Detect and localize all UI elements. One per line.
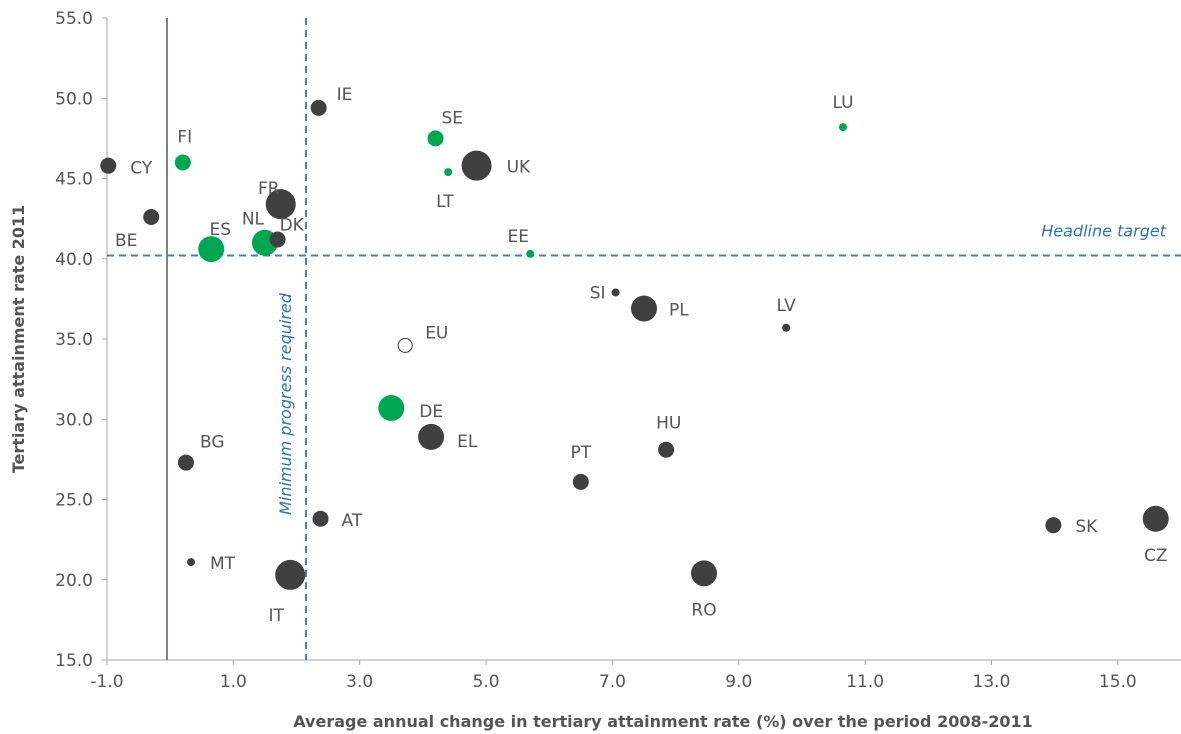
point-hu bbox=[658, 441, 675, 458]
x-tick-label: 11.0 bbox=[846, 672, 884, 692]
point-label-se: SE bbox=[442, 108, 464, 128]
y-tick-labels: 15.0 20.0 25.0 30.0 35.0 40.0 45.0 50.0 55.0 bbox=[55, 9, 107, 671]
point-bg bbox=[177, 454, 194, 471]
point-label-cz: CZ bbox=[1144, 546, 1168, 566]
y-tick-label: 25.0 bbox=[55, 491, 93, 511]
y-tick-label: 35.0 bbox=[55, 330, 93, 350]
point-it bbox=[275, 559, 306, 590]
y-tick-label: 55.0 bbox=[55, 9, 93, 29]
x-tick-label: 13.0 bbox=[973, 672, 1011, 692]
point-be bbox=[143, 209, 160, 226]
point-label-lv: LV bbox=[777, 296, 797, 316]
point-es bbox=[198, 236, 225, 263]
x-tick-label: 7.0 bbox=[599, 672, 626, 692]
point-label-si: SI bbox=[590, 283, 606, 303]
point-ee bbox=[526, 249, 535, 258]
point-label-sk: SK bbox=[1075, 517, 1098, 537]
point-lt bbox=[444, 168, 453, 177]
x-tick-label: -1.0 bbox=[90, 672, 123, 692]
point-label-lu: LU bbox=[832, 93, 853, 113]
point-label-cy: CY bbox=[130, 159, 153, 179]
x-tick-label: 15.0 bbox=[1099, 672, 1137, 692]
point-label-bg: BG bbox=[200, 433, 225, 453]
x-tick-label: 5.0 bbox=[473, 672, 500, 692]
point-fi bbox=[174, 154, 191, 171]
point-sk bbox=[1045, 517, 1062, 534]
point-label-be: BE bbox=[115, 231, 137, 251]
y-tick-label: 45.0 bbox=[55, 170, 93, 190]
point-fr bbox=[265, 189, 296, 220]
point-label-nl: NL bbox=[242, 210, 265, 230]
point-label-eu: EU bbox=[425, 323, 448, 343]
y-tick-label: 30.0 bbox=[55, 410, 93, 430]
point-pt bbox=[572, 473, 589, 490]
point-label-mt: MT bbox=[210, 554, 236, 574]
x-tick-label: 3.0 bbox=[346, 672, 373, 692]
point-mt bbox=[187, 558, 196, 567]
point-label-fr: FR bbox=[258, 179, 280, 199]
data-points bbox=[100, 99, 1169, 590]
point-label-ro: RO bbox=[691, 600, 716, 620]
point-label-pl: PL bbox=[669, 301, 689, 321]
point-label-at: AT bbox=[342, 511, 363, 531]
x-axis-title: Average annual change in tertiary attain… bbox=[293, 712, 1033, 731]
point-label-dk: DK bbox=[280, 215, 305, 235]
point-label-lt: LT bbox=[436, 192, 454, 212]
point-label-fi: FI bbox=[177, 127, 192, 147]
point-dk bbox=[269, 231, 286, 248]
point-ie bbox=[310, 99, 327, 116]
point-eu bbox=[397, 337, 413, 353]
point-uk bbox=[461, 150, 492, 181]
point-label-es: ES bbox=[209, 220, 231, 240]
minimum-progress-label: Minimum progress required bbox=[276, 292, 295, 515]
point-lv bbox=[782, 323, 791, 332]
point-ro bbox=[691, 560, 718, 587]
point-label-el: EL bbox=[457, 432, 478, 452]
point-label-ie: IE bbox=[337, 85, 353, 105]
point-pl bbox=[631, 295, 657, 322]
y-tick-label: 40.0 bbox=[55, 250, 93, 270]
reference-lines: Headline target Minimum progress required bbox=[107, 18, 1181, 660]
point-label-hu: HU bbox=[656, 414, 681, 434]
point-label-it: IT bbox=[269, 606, 285, 626]
point-at bbox=[312, 510, 329, 527]
point-si bbox=[611, 288, 620, 297]
y-tick-label: 50.0 bbox=[55, 89, 93, 109]
point-label-de: DE bbox=[419, 402, 443, 422]
point-label-ee: EE bbox=[508, 227, 529, 247]
headline-target-label: Headline target bbox=[1041, 222, 1166, 241]
point-de bbox=[378, 395, 405, 422]
point-cz bbox=[1142, 505, 1169, 532]
point-se bbox=[427, 130, 444, 147]
x-tick-label: 9.0 bbox=[725, 672, 752, 692]
point-label-pt: PT bbox=[571, 443, 592, 463]
point-cy bbox=[100, 157, 117, 174]
y-tick-label: 20.0 bbox=[55, 571, 93, 591]
y-tick-label: 15.0 bbox=[55, 651, 93, 671]
point-label-uk: UK bbox=[507, 158, 531, 178]
axes-group bbox=[106, 18, 1181, 661]
point-lu bbox=[839, 123, 848, 132]
point-el bbox=[418, 423, 445, 450]
y-axis-title: Tertiary attainment rate 2011 bbox=[9, 205, 28, 474]
x-tick-labels: -1.0 1.0 3.0 5.0 7.0 9.0 11.0 13.0 15.0 bbox=[90, 660, 1137, 692]
x-tick-label: 1.0 bbox=[220, 672, 247, 692]
